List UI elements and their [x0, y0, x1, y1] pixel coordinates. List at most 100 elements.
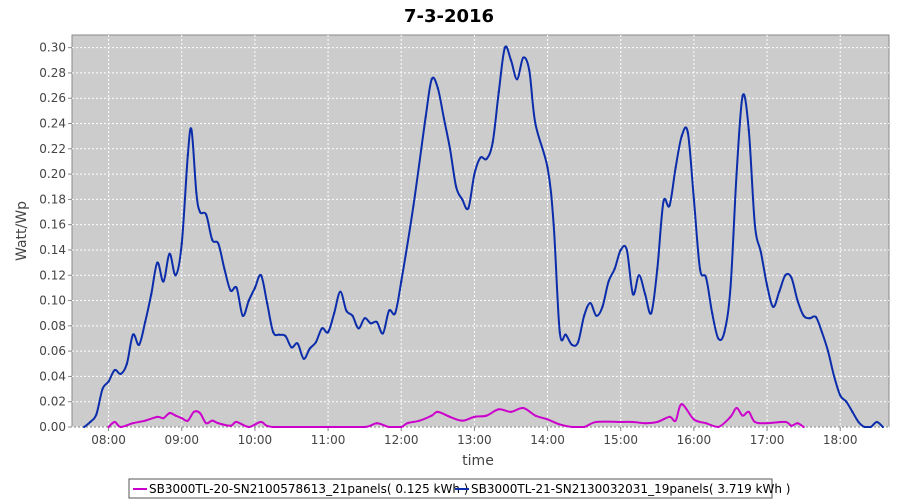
- data-point: [735, 406, 738, 410]
- data-point: [247, 425, 250, 429]
- data-point: [320, 327, 324, 330]
- data-point: [418, 419, 421, 422]
- data-point: [656, 267, 659, 271]
- data-point: [217, 242, 220, 245]
- data-point: [881, 425, 885, 429]
- data-point: [790, 276, 793, 279]
- data-point: [570, 425, 574, 429]
- data-point: [735, 173, 738, 176]
- data-point: [747, 410, 750, 413]
- data-point: [406, 422, 409, 425]
- data-point: [119, 425, 122, 429]
- x-tick-label: 15:00: [603, 433, 638, 447]
- data-point: [95, 413, 98, 416]
- y-tick-label: 0.04: [39, 369, 66, 383]
- data-point: [668, 204, 671, 207]
- data-point: [704, 276, 708, 279]
- data-point: [375, 422, 378, 425]
- data-point: [741, 414, 744, 417]
- series-group: [83, 45, 885, 429]
- data-point: [747, 128, 750, 131]
- data-point: [144, 419, 147, 422]
- data-point: [509, 59, 513, 62]
- data-point: [381, 332, 385, 335]
- data-point: [400, 280, 403, 283]
- data-point: [205, 213, 208, 216]
- y-axis-title: Watt/Wp: [14, 201, 30, 261]
- data-point: [107, 380, 110, 383]
- data-point: [107, 425, 110, 429]
- x-tick-label: 18:00: [823, 433, 858, 447]
- data-point: [83, 425, 86, 429]
- data-point: [205, 422, 208, 425]
- data-point: [546, 418, 549, 421]
- data-point: [522, 406, 525, 410]
- data-point: [174, 414, 177, 417]
- x-tick-label: 09:00: [164, 433, 199, 447]
- data-point: [680, 135, 683, 138]
- grid: [72, 35, 889, 428]
- data-point: [284, 334, 287, 338]
- data-point: [650, 312, 653, 315]
- y-axis: 0.00 0.02 0.04 0.06 0.08 0.10 0.12 0.14 0.16 0.18…: [39, 41, 72, 434]
- data-point: [503, 46, 506, 49]
- data-point: [363, 425, 366, 429]
- y-tick-label: 0.22: [39, 142, 66, 156]
- data-point: [765, 284, 769, 287]
- data-point: [546, 166, 549, 169]
- data-point: [680, 403, 683, 406]
- data-point: [247, 299, 250, 302]
- data-point: [448, 147, 452, 150]
- data-point: [430, 414, 433, 417]
- data-point: [558, 423, 561, 426]
- data-point: [180, 242, 183, 245]
- x-tick-label: 08:00: [91, 433, 126, 447]
- data-point: [137, 343, 141, 346]
- data-point: [272, 425, 275, 429]
- data-point: [564, 333, 567, 336]
- data-point: [290, 346, 293, 349]
- x-tick-label: 13:00: [457, 433, 492, 447]
- data-point: [875, 420, 878, 424]
- data-point: [467, 207, 470, 210]
- data-point: [156, 261, 159, 264]
- y-tick-label: 0.20: [39, 167, 66, 181]
- y-tick-label: 0.16: [39, 218, 66, 232]
- data-point: [778, 290, 781, 293]
- data-point: [741, 94, 744, 97]
- data-point: [534, 122, 537, 125]
- data-point: [662, 200, 665, 204]
- data-point: [363, 317, 366, 320]
- data-point: [583, 314, 586, 317]
- data-point: [195, 191, 198, 195]
- data-point: [400, 425, 403, 429]
- data-point: [394, 312, 397, 315]
- data-point: [211, 419, 214, 422]
- data-point: [528, 69, 531, 72]
- data-point: [851, 410, 854, 413]
- data-point: [162, 280, 165, 283]
- data-point: [333, 312, 336, 315]
- data-point: [869, 425, 872, 429]
- data-point: [223, 267, 226, 271]
- data-point: [412, 204, 415, 207]
- data-point: [784, 274, 787, 277]
- data-point: [89, 420, 92, 424]
- data-point: [619, 420, 622, 424]
- data-point: [833, 375, 836, 378]
- data-point: [619, 248, 622, 252]
- x-tick-label: 16:00: [677, 433, 712, 447]
- data-point: [253, 286, 257, 289]
- data-point: [765, 422, 769, 425]
- data-point: [211, 238, 214, 241]
- x-tick-label: 11:00: [311, 433, 346, 447]
- data-point: [711, 312, 714, 315]
- data-point: [595, 420, 598, 424]
- legend: SB3000TL-20-SN2100578613_21panels( 0.125…: [128, 478, 790, 499]
- y-tick-label: 0.14: [39, 243, 66, 257]
- data-point: [302, 357, 305, 360]
- data-point: [436, 410, 439, 413]
- data-point: [186, 154, 189, 157]
- data-point: [552, 223, 555, 226]
